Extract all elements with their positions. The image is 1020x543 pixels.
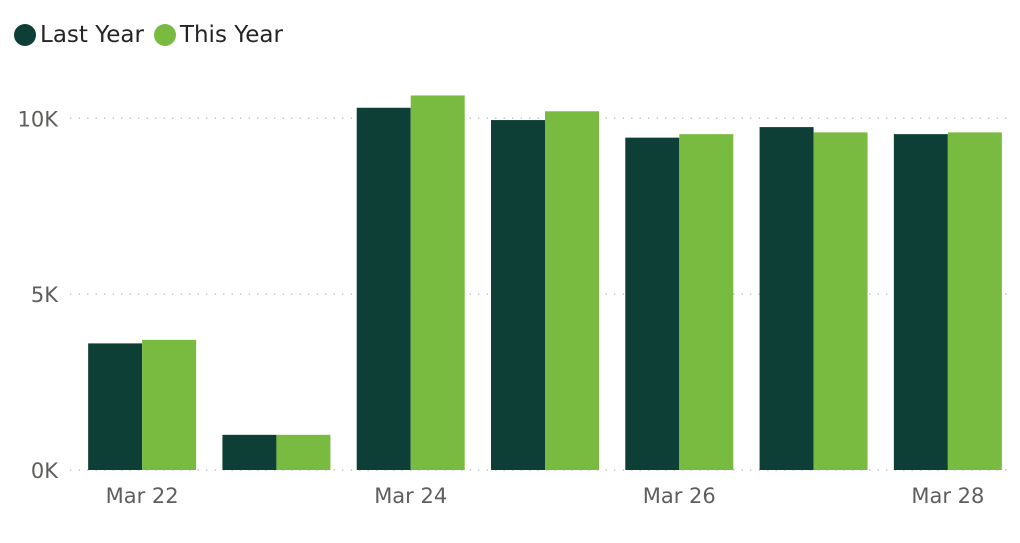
legend-label-last-year: Last Year — [40, 22, 144, 48]
y-tick-label: 0K — [31, 459, 59, 483]
bar-this-year-mar-23[interactable] — [276, 434, 331, 470]
bar-last-year-mar-27[interactable] — [759, 127, 814, 470]
bars — [88, 95, 1002, 471]
x-tick-label: Mar 26 — [643, 484, 716, 508]
bar-this-year-mar-26[interactable] — [679, 134, 734, 471]
bar-this-year-mar-22[interactable] — [142, 339, 197, 470]
x-axis-ticks: Mar 22 Mar 24 Mar 26 Mar 28 — [106, 484, 985, 508]
bar-last-year-mar-23[interactable] — [222, 434, 277, 470]
y-tick-label: 5K — [31, 283, 59, 307]
chart-legend: Last Year This Year — [14, 22, 283, 48]
legend-swatch-this-year-icon — [153, 24, 176, 46]
bar-this-year-mar-27[interactable] — [813, 132, 868, 471]
bar-this-year-mar-25[interactable] — [545, 111, 599, 471]
legend-item-this-year[interactable]: This Year — [153, 22, 283, 48]
legend-item-last-year[interactable]: Last Year — [14, 22, 144, 48]
bar-last-year-mar-26[interactable] — [625, 137, 680, 470]
x-tick-label: Mar 28 — [911, 484, 984, 508]
bar-this-year-mar-24[interactable] — [410, 95, 465, 470]
x-tick-label: Mar 24 — [374, 484, 447, 508]
y-tick-label: 10K — [18, 107, 60, 131]
x-tick-label: Mar 22 — [106, 484, 179, 508]
bar-last-year-mar-22[interactable] — [88, 343, 143, 470]
bar-last-year-mar-25[interactable] — [491, 120, 545, 470]
y-axis-ticks: 0K 5K 10K — [18, 107, 60, 483]
bar-last-year-mar-28[interactable] — [893, 134, 948, 471]
legend-swatch-last-year-icon — [14, 24, 36, 46]
bar-this-year-mar-28[interactable] — [947, 132, 1002, 471]
bar-last-year-mar-24[interactable] — [356, 107, 411, 470]
legend-label-this-year: This Year — [179, 22, 283, 48]
